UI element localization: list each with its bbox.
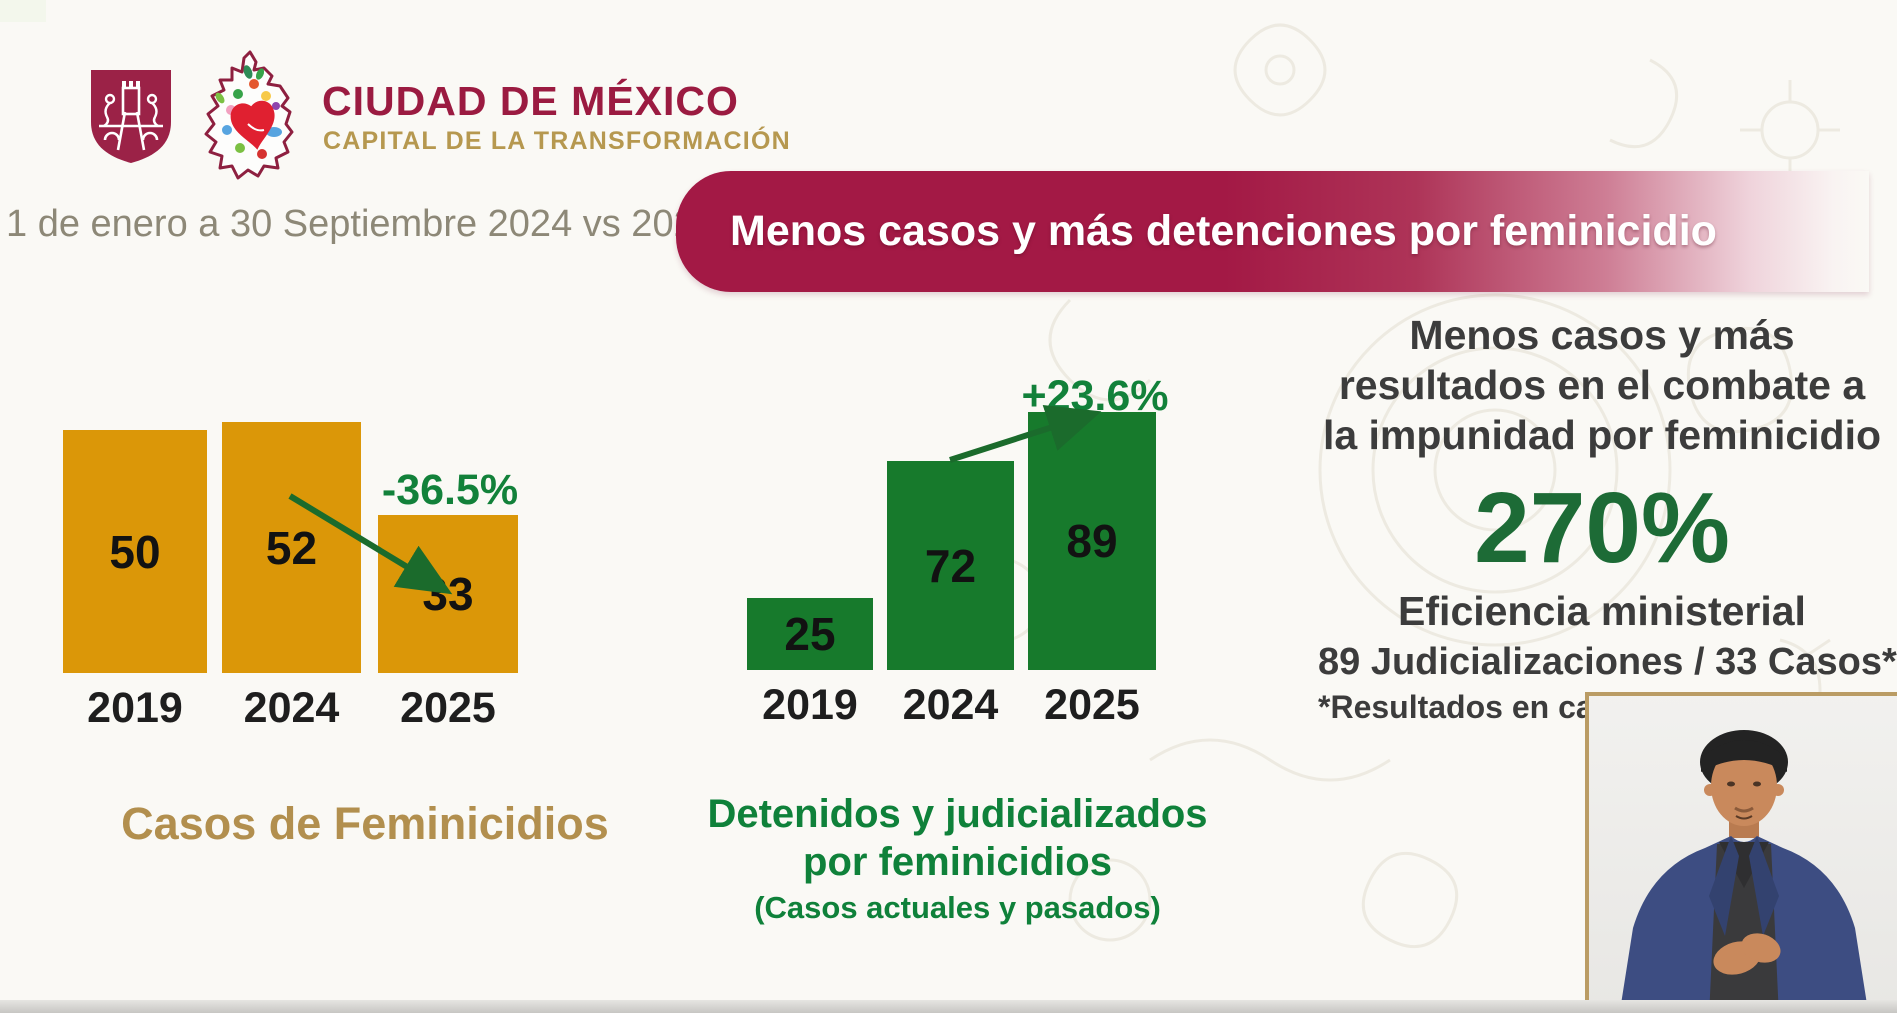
bar-casos-2019: 50 (63, 430, 207, 673)
summary-headline-line1: Menos casos y más (1409, 312, 1795, 358)
date-range-label: 1 de enero a 30 Septiembre 2024 vs 2025 (6, 203, 716, 245)
corner-artifact (0, 0, 46, 22)
bar-detenidos-2019: 25 (747, 598, 873, 670)
axis-label-detenidos-2024: 2024 (902, 681, 999, 729)
summary-headline-line3: la impunidad por feminicidio (1322, 412, 1882, 458)
caption-casos: Casos de Feminicidios (121, 798, 609, 849)
efficiency-stat-label: Eficiencia ministerial (1398, 588, 1806, 634)
bar-detenidos-2024: 72 (887, 461, 1014, 670)
caption-detenidos: Detenidos y judicializados por feminicid… (700, 790, 1215, 930)
cdmx-map-heart-logo (204, 50, 294, 180)
efficiency-stat-detail: 89 Judicializaciones / 33 Casos* (1318, 641, 1897, 683)
bar-value: 72 (924, 539, 977, 592)
axis-label-detenidos-2019: 2019 (762, 681, 858, 729)
axis-label-casos-2025: 2025 (400, 684, 496, 732)
sign-language-interpreter-video (1585, 692, 1897, 1013)
axis-label-casos-2024: 2024 (243, 684, 340, 732)
bottom-edge-strip (0, 1000, 1897, 1013)
caption-detenidos-note: (Casos actuales y pasados) (754, 890, 1161, 925)
summary-headline-line2: resultados en el combate a (1338, 362, 1866, 408)
caption-detenidos-line1: Detenidos y judicializados (707, 792, 1208, 836)
bar-detenidos-2025: 89 (1028, 412, 1156, 670)
bar-value: 25 (784, 608, 836, 660)
decrease-arrow (288, 493, 453, 595)
bar-value: 89 (1066, 515, 1118, 567)
banner: Menos casos y más detenciones por femini… (676, 171, 1869, 292)
bar-value: 52 (265, 521, 318, 574)
axis-label-detenidos-2025: 2025 (1044, 681, 1140, 729)
summary-panel: Menos casos y más resultados en el comba… (1318, 310, 1897, 726)
cdmx-shield-logo (91, 70, 171, 163)
bar-value: 50 (109, 525, 161, 578)
brand-title: CIUDAD DE MÉXICO (322, 78, 739, 124)
summary-headline: Menos casos y más resultados en el comba… (1318, 310, 1886, 460)
efficiency-stat: 270% (1474, 472, 1730, 584)
change-annotation-casos: -36.5% (381, 466, 519, 514)
caption-detenidos-line2: por feminicidios (803, 840, 1112, 884)
bar-casos-2024: 52 (222, 422, 361, 673)
interpreter-figure (1589, 696, 1897, 1013)
brand-subtitle: CAPITAL DE LA TRANSFORMACIÓN (323, 127, 791, 155)
axis-label-casos-2019: 2019 (87, 684, 183, 732)
banner-title: Menos casos y más detenciones por femini… (730, 207, 1717, 255)
increase-arrow (949, 405, 1102, 463)
